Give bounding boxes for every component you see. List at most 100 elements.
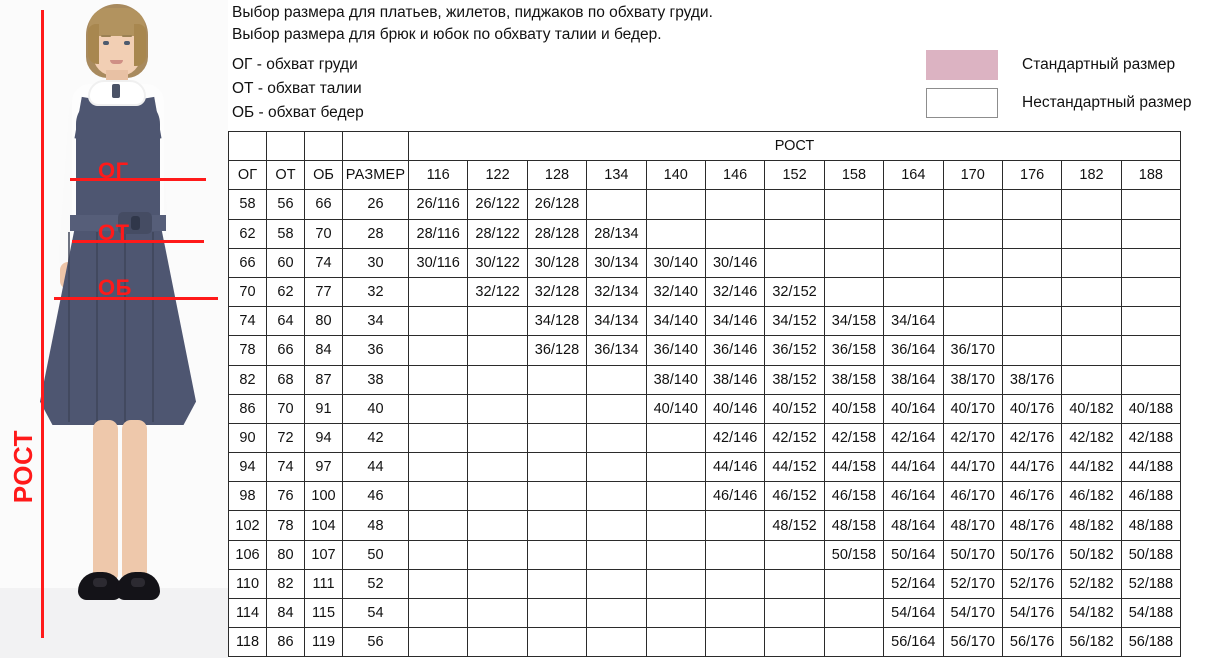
cell-hips: 104 <box>304 510 343 541</box>
cell-waist: 84 <box>266 597 305 629</box>
cell-empty <box>467 422 528 454</box>
cell-chest: 74 <box>228 306 267 337</box>
cell-size-height: 38/158 <box>823 364 885 395</box>
hips-measure-label: ОБ <box>98 275 132 300</box>
cell-hips: 100 <box>304 481 343 512</box>
chart-content-panel: Выбор размера для платьев, жилетов, пидж… <box>228 0 1232 658</box>
cell-size-height: 48/182 <box>1061 510 1122 541</box>
cell-empty <box>1001 335 1063 366</box>
school-dress-model-image <box>0 0 228 658</box>
cell-empty <box>1061 364 1122 395</box>
cell-size: 54 <box>342 597 409 629</box>
cell-chest: 110 <box>228 568 267 600</box>
cell-size-height: 36/128 <box>526 335 588 366</box>
cell-size: 42 <box>342 422 409 454</box>
cell-empty <box>704 189 766 220</box>
cell-size-height: 34/134 <box>586 306 647 337</box>
cell-empty <box>467 510 528 541</box>
blank-header-ob <box>304 130 343 162</box>
cell-size-height: 44/164 <box>883 452 944 483</box>
cell-empty <box>764 189 825 220</box>
cell-empty <box>1120 335 1182 366</box>
cell-waist: 76 <box>266 481 305 512</box>
model-photo-panel: ОГ ОТ ОБ РОСТ <box>0 0 228 658</box>
cell-size-height: 36/146 <box>704 335 766 366</box>
cell-empty <box>1001 276 1063 308</box>
cell-empty <box>586 364 647 395</box>
skirt-pleat <box>152 232 154 422</box>
cell-size-height: 42/170 <box>942 422 1003 454</box>
chest-measure-label: ОГ <box>98 158 129 183</box>
skirt-pleat <box>68 232 70 422</box>
cell-empty <box>764 539 825 570</box>
cell-chest: 58 <box>228 189 267 220</box>
cell-size-height: 36/164 <box>883 335 944 366</box>
cell-size-height: 52/188 <box>1120 568 1182 600</box>
collar-notch <box>112 84 120 98</box>
cell-size-height: 32/122 <box>467 276 528 308</box>
cell-hips: 70 <box>304 218 343 249</box>
cell-empty <box>764 218 825 249</box>
cell-empty <box>704 218 766 249</box>
cell-empty <box>1061 335 1122 366</box>
waist-measure-line <box>72 240 204 243</box>
column-header-height-134: 134 <box>586 160 647 191</box>
column-header-height-128: 128 <box>526 160 588 191</box>
cell-waist: 80 <box>266 539 305 570</box>
cell-size-height: 54/170 <box>942 597 1003 629</box>
cell-size-height: 36/134 <box>586 335 647 366</box>
cell-hips: 84 <box>304 335 343 366</box>
cell-waist: 72 <box>266 422 305 454</box>
cell-hips: 66 <box>304 189 343 220</box>
intro-line-dresses: Выбор размера для платьев, жилетов, пидж… <box>232 4 713 21</box>
cell-size: 38 <box>342 364 409 395</box>
cell-chest: 118 <box>228 627 267 658</box>
cell-size-height: 56/176 <box>1001 627 1063 658</box>
cell-size-height: 30/140 <box>645 247 706 278</box>
cell-size-height: 40/170 <box>942 393 1003 424</box>
cell-hips: 119 <box>304 627 343 658</box>
cell-empty <box>764 568 825 600</box>
cell-empty <box>764 247 825 278</box>
cell-size-height: 38/146 <box>704 364 766 395</box>
cell-empty <box>645 422 706 454</box>
cell-size-height: 46/164 <box>883 481 944 512</box>
cell-empty <box>823 189 885 220</box>
column-header-ot: ОТ <box>266 160 305 191</box>
cell-size-height: 38/164 <box>883 364 944 395</box>
cell-size-height: 40/182 <box>1061 393 1122 424</box>
cell-size-height: 48/158 <box>823 510 885 541</box>
cell-size-height: 50/176 <box>1001 539 1063 570</box>
legend-swatch-standard <box>926 50 998 80</box>
chest-measure-line <box>70 178 206 181</box>
cell-empty <box>645 539 706 570</box>
cell-empty <box>1061 276 1122 308</box>
cell-size-height: 54/176 <box>1001 597 1063 629</box>
height-measure-line <box>41 10 44 638</box>
cell-size-height: 28/116 <box>407 218 469 249</box>
cell-size-height: 34/158 <box>823 306 885 337</box>
table-row: 98 76 100 46 46/146 46/152 46/158 46/164 46/170 4… <box>228 481 1182 512</box>
leg-right <box>122 420 147 580</box>
cell-empty <box>645 481 706 512</box>
cell-waist: 86 <box>266 627 305 658</box>
shoe-bow-left <box>93 578 107 587</box>
cell-empty <box>1120 189 1182 220</box>
cell-chest: 66 <box>228 247 267 278</box>
cell-empty <box>645 568 706 600</box>
table-row: 78 66 84 36 36/128 36/134 36/140 36/146 36/152 36… <box>228 335 1182 366</box>
cell-size-height: 48/164 <box>883 510 944 541</box>
cell-size-height: 46/158 <box>823 481 885 512</box>
intro-line-trousers: Выбор размера для брюк и юбок по обхвату… <box>232 26 662 43</box>
table-head: РОСТ ОГ ОТ ОБ РАЗМЕР 116 122 128 134 140 146 152 15… <box>228 130 1182 191</box>
table-row: 114 84 115 54 54/164 54/170 54/176 54/182 54/188 <box>228 597 1182 629</box>
cell-size: 48 <box>342 510 409 541</box>
shoe-bow-right <box>131 578 145 587</box>
cell-empty <box>467 539 528 570</box>
cell-size-height: 50/182 <box>1061 539 1122 570</box>
cell-size-height: 30/122 <box>467 247 528 278</box>
cell-size: 36 <box>342 335 409 366</box>
cell-empty <box>586 189 647 220</box>
height-measure-label: РОСТ <box>8 430 38 504</box>
